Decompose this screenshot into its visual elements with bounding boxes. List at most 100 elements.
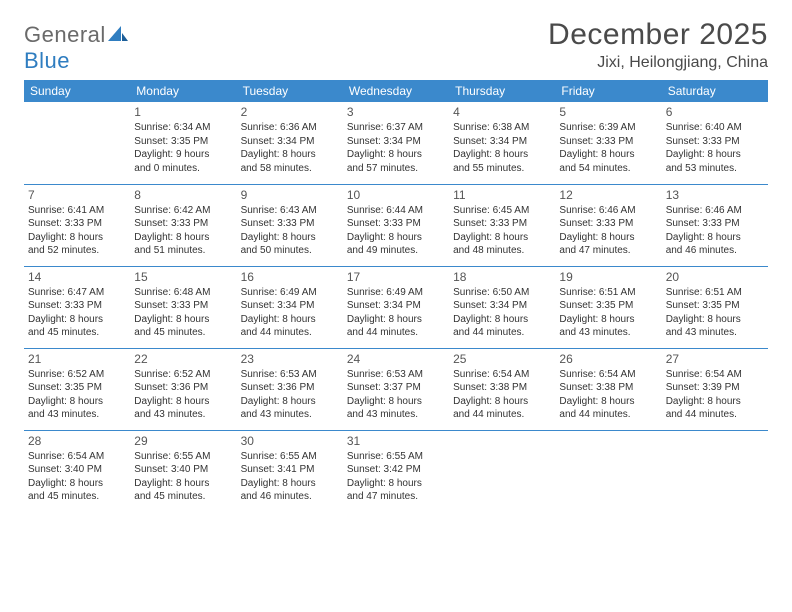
day1-text: Daylight: 8 hours [559,231,657,245]
sunrise-text: Sunrise: 6:49 AM [347,286,445,300]
day1-text: Daylight: 8 hours [28,477,126,491]
day-number: 5 [559,104,657,120]
sunrise-text: Sunrise: 6:44 AM [347,204,445,218]
day2-text: and 43 minutes. [134,408,232,422]
day1-text: Daylight: 8 hours [453,395,551,409]
sunrise-text: Sunrise: 6:47 AM [28,286,126,300]
sunrise-text: Sunrise: 6:55 AM [347,450,445,464]
day2-text: and 50 minutes. [241,244,339,258]
day-cell: 27Sunrise: 6:54 AMSunset: 3:39 PMDayligh… [662,348,768,430]
day-number: 9 [241,187,339,203]
day-cell: 15Sunrise: 6:48 AMSunset: 3:33 PMDayligh… [130,266,236,348]
day-cell: 20Sunrise: 6:51 AMSunset: 3:35 PMDayligh… [662,266,768,348]
sunset-text: Sunset: 3:34 PM [241,135,339,149]
page-header: General Blue December 2025 Jixi, Heilong… [24,18,768,74]
day-cell: 22Sunrise: 6:52 AMSunset: 3:36 PMDayligh… [130,348,236,430]
day2-text: and 43 minutes. [347,408,445,422]
brand-logo: General Blue [24,22,128,74]
day2-text: and 46 minutes. [666,244,764,258]
sunset-text: Sunset: 3:33 PM [559,217,657,231]
calendar-head: Sunday Monday Tuesday Wednesday Thursday… [24,80,768,102]
day-cell [662,430,768,512]
week-row: 28Sunrise: 6:54 AMSunset: 3:40 PMDayligh… [24,430,768,512]
sunset-text: Sunset: 3:42 PM [347,463,445,477]
weekday-header: Friday [555,80,661,102]
day2-text: and 46 minutes. [241,490,339,504]
day1-text: Daylight: 8 hours [666,148,764,162]
day2-text: and 47 minutes. [347,490,445,504]
day2-text: and 51 minutes. [134,244,232,258]
sunset-text: Sunset: 3:39 PM [666,381,764,395]
sunrise-text: Sunrise: 6:55 AM [134,450,232,464]
day2-text: and 44 minutes. [666,408,764,422]
day1-text: Daylight: 8 hours [559,395,657,409]
day-cell: 28Sunrise: 6:54 AMSunset: 3:40 PMDayligh… [24,430,130,512]
day-cell: 2Sunrise: 6:36 AMSunset: 3:34 PMDaylight… [237,102,343,184]
day1-text: Daylight: 8 hours [28,313,126,327]
day-number: 18 [453,269,551,285]
day-number: 13 [666,187,764,203]
day-number: 7 [28,187,126,203]
day-number: 4 [453,104,551,120]
sunrise-text: Sunrise: 6:52 AM [134,368,232,382]
day-number: 20 [666,269,764,285]
sunset-text: Sunset: 3:34 PM [347,135,445,149]
day1-text: Daylight: 8 hours [666,313,764,327]
sunset-text: Sunset: 3:33 PM [28,299,126,313]
weekday-header: Monday [130,80,236,102]
sunrise-text: Sunrise: 6:54 AM [559,368,657,382]
sunset-text: Sunset: 3:34 PM [347,299,445,313]
sunset-text: Sunset: 3:36 PM [241,381,339,395]
day-number: 19 [559,269,657,285]
day-number: 3 [347,104,445,120]
day1-text: Daylight: 8 hours [28,231,126,245]
day-number: 24 [347,351,445,367]
day2-text: and 45 minutes. [28,326,126,340]
day1-text: Daylight: 8 hours [453,148,551,162]
day-number: 12 [559,187,657,203]
day1-text: Daylight: 8 hours [241,477,339,491]
day2-text: and 44 minutes. [559,408,657,422]
weekday-header: Saturday [662,80,768,102]
day-number: 25 [453,351,551,367]
week-row: 21Sunrise: 6:52 AMSunset: 3:35 PMDayligh… [24,348,768,430]
day-number: 16 [241,269,339,285]
sunrise-text: Sunrise: 6:46 AM [666,204,764,218]
brand-word2: Blue [24,48,70,73]
day2-text: and 43 minutes. [666,326,764,340]
day2-text: and 43 minutes. [559,326,657,340]
sunset-text: Sunset: 3:36 PM [134,381,232,395]
day-cell [24,102,130,184]
month-title: December 2025 [548,18,768,52]
day-number: 15 [134,269,232,285]
day-cell: 10Sunrise: 6:44 AMSunset: 3:33 PMDayligh… [343,184,449,266]
day1-text: Daylight: 8 hours [666,231,764,245]
sunrise-text: Sunrise: 6:50 AM [453,286,551,300]
sunrise-text: Sunrise: 6:51 AM [666,286,764,300]
sunset-text: Sunset: 3:33 PM [453,217,551,231]
sunrise-text: Sunrise: 6:51 AM [559,286,657,300]
day2-text: and 43 minutes. [28,408,126,422]
day-cell: 30Sunrise: 6:55 AMSunset: 3:41 PMDayligh… [237,430,343,512]
day-cell: 9Sunrise: 6:43 AMSunset: 3:33 PMDaylight… [237,184,343,266]
day-cell: 21Sunrise: 6:52 AMSunset: 3:35 PMDayligh… [24,348,130,430]
day-number: 31 [347,433,445,449]
day2-text: and 48 minutes. [453,244,551,258]
day1-text: Daylight: 8 hours [559,313,657,327]
sunrise-text: Sunrise: 6:53 AM [241,368,339,382]
weekday-header: Thursday [449,80,555,102]
day-number: 27 [666,351,764,367]
day2-text: and 44 minutes. [453,326,551,340]
day2-text: and 54 minutes. [559,162,657,176]
sunset-text: Sunset: 3:34 PM [453,135,551,149]
day2-text: and 0 minutes. [134,162,232,176]
day-cell: 14Sunrise: 6:47 AMSunset: 3:33 PMDayligh… [24,266,130,348]
sunset-text: Sunset: 3:33 PM [666,217,764,231]
sunset-text: Sunset: 3:35 PM [28,381,126,395]
weekday-header: Wednesday [343,80,449,102]
brand-word1: General [24,22,106,47]
day-cell: 1Sunrise: 6:34 AMSunset: 3:35 PMDaylight… [130,102,236,184]
day-cell: 18Sunrise: 6:50 AMSunset: 3:34 PMDayligh… [449,266,555,348]
day1-text: Daylight: 8 hours [134,231,232,245]
day-number: 30 [241,433,339,449]
